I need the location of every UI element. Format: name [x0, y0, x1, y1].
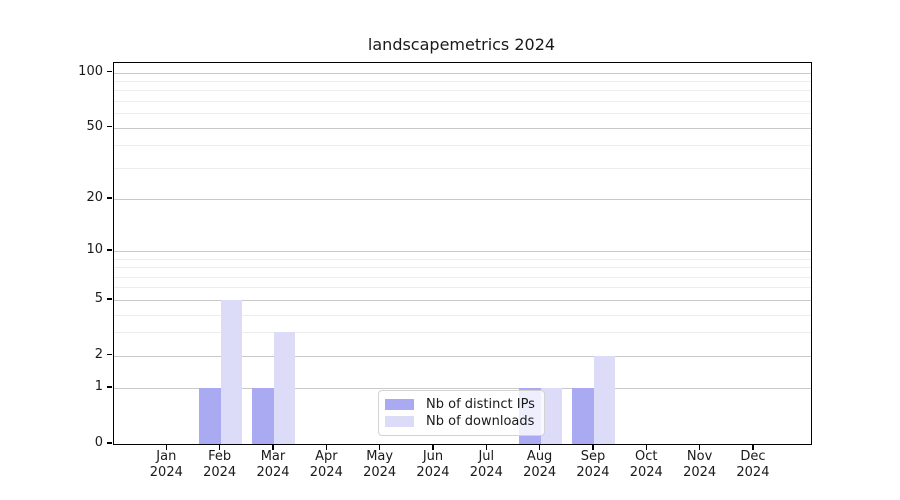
minor-gridline [114, 145, 811, 147]
x-tick-mark [485, 444, 488, 450]
x-tick-label: Sep 2024 [553, 449, 633, 481]
x-tick-label: Jul 2024 [446, 449, 526, 481]
major-gridline [114, 199, 811, 201]
x-tick-year: 2024 [416, 465, 450, 480]
x-tick-mark [218, 444, 221, 450]
x-tick-label: Mar 2024 [233, 449, 313, 481]
minor-gridline [114, 90, 811, 92]
x-tick-label: Nov 2024 [660, 449, 740, 481]
x-tick-year: 2024 [256, 465, 290, 480]
major-gridline [114, 127, 811, 129]
y-tick-mark [106, 442, 112, 444]
x-tick-label: Dec 2024 [713, 449, 793, 481]
minor-gridline [114, 101, 811, 103]
major-gridline [114, 355, 811, 357]
bar-aug-downloads [540, 388, 563, 444]
chart-title: landscapemetrics 2024 [367, 35, 556, 54]
x-tick-mark [538, 444, 541, 450]
x-tick-year: 2024 [309, 465, 343, 480]
downloads-swatch-icon [385, 416, 414, 427]
x-tick-label: Jan 2024 [126, 449, 206, 481]
x-tick-mark [752, 444, 754, 450]
y-tick-mark [106, 197, 112, 199]
x-tick-year: 2024 [203, 465, 237, 480]
x-tick-year: 2024 [149, 465, 183, 480]
x-tick-year: 2024 [736, 465, 770, 480]
bar-feb-ips [199, 388, 221, 444]
major-gridline [114, 251, 811, 253]
x-tick-label: Oct 2024 [606, 449, 686, 481]
major-gridline [114, 388, 811, 390]
minor-gridline [114, 276, 811, 278]
minor-gridline [114, 167, 811, 169]
x-tick-mark [378, 444, 381, 450]
bar-sep-ips [572, 388, 594, 444]
major-gridline [114, 72, 811, 74]
x-tick-mark [645, 444, 648, 450]
x-tick-label: Jun 2024 [393, 449, 473, 481]
plot-clip-region [114, 63, 811, 444]
legend-label-downloads: Nb of downloads [426, 414, 535, 429]
y-tick-label: 100 [78, 63, 103, 79]
x-tick-year: 2024 [576, 465, 610, 480]
minor-gridline [114, 287, 811, 289]
x-tick-mark [165, 444, 168, 450]
x-tick-year: 2024 [363, 465, 397, 480]
y-tick-mark [106, 353, 112, 356]
x-tick-mark [272, 444, 274, 450]
x-tick-mark [325, 444, 328, 450]
x-tick-year: 2024 [629, 465, 663, 480]
minor-gridline [114, 81, 811, 83]
y-tick-label: 0 [94, 435, 103, 450]
minor-gridline [114, 267, 811, 269]
minor-gridline [114, 258, 811, 260]
bar-sep-downloads [593, 355, 616, 444]
minor-gridline [114, 314, 811, 316]
y-tick-mark [106, 298, 112, 300]
x-tick-year: 2024 [523, 465, 557, 480]
minor-gridline [114, 332, 811, 334]
minor-gridline [114, 113, 811, 115]
x-tick-mark [592, 444, 594, 450]
x-tick-label: May 2024 [340, 449, 420, 481]
y-tick-label: 50 [86, 118, 103, 134]
y-tick-mark [106, 386, 112, 388]
x-tick-mark [698, 444, 701, 450]
y-tick-label: 10 [86, 242, 103, 258]
legend-item-distinct-ips: Nb of distinct IPs [385, 396, 536, 413]
major-gridline [114, 299, 811, 301]
x-tick-mark [432, 444, 434, 450]
y-tick-mark [106, 70, 112, 73]
y-tick-label: 2 [94, 346, 103, 362]
y-tick-label: 5 [94, 290, 103, 306]
distinct-ips-swatch-icon [385, 399, 414, 410]
x-tick-label: Feb 2024 [180, 449, 260, 481]
y-tick-mark [106, 125, 112, 128]
bar-mar-ips [252, 388, 274, 444]
bar-feb-downloads [220, 299, 243, 444]
y-tick-mark [106, 249, 112, 251]
bar-mar-downloads [273, 332, 296, 444]
legend-label-distinct-ips: Nb of distinct IPs [426, 397, 535, 412]
y-tick-label: 20 [86, 190, 103, 206]
x-tick-year: 2024 [683, 465, 717, 480]
plot-area [113, 62, 812, 445]
x-tick-label: Aug 2024 [500, 449, 580, 481]
legend: Nb of distinct IPs Nb of downloads [378, 390, 545, 436]
x-tick-label: Apr 2024 [286, 449, 366, 481]
legend-item-downloads: Nb of downloads [385, 413, 536, 430]
y-tick-label: 1 [94, 379, 103, 395]
x-tick-year: 2024 [469, 465, 503, 480]
